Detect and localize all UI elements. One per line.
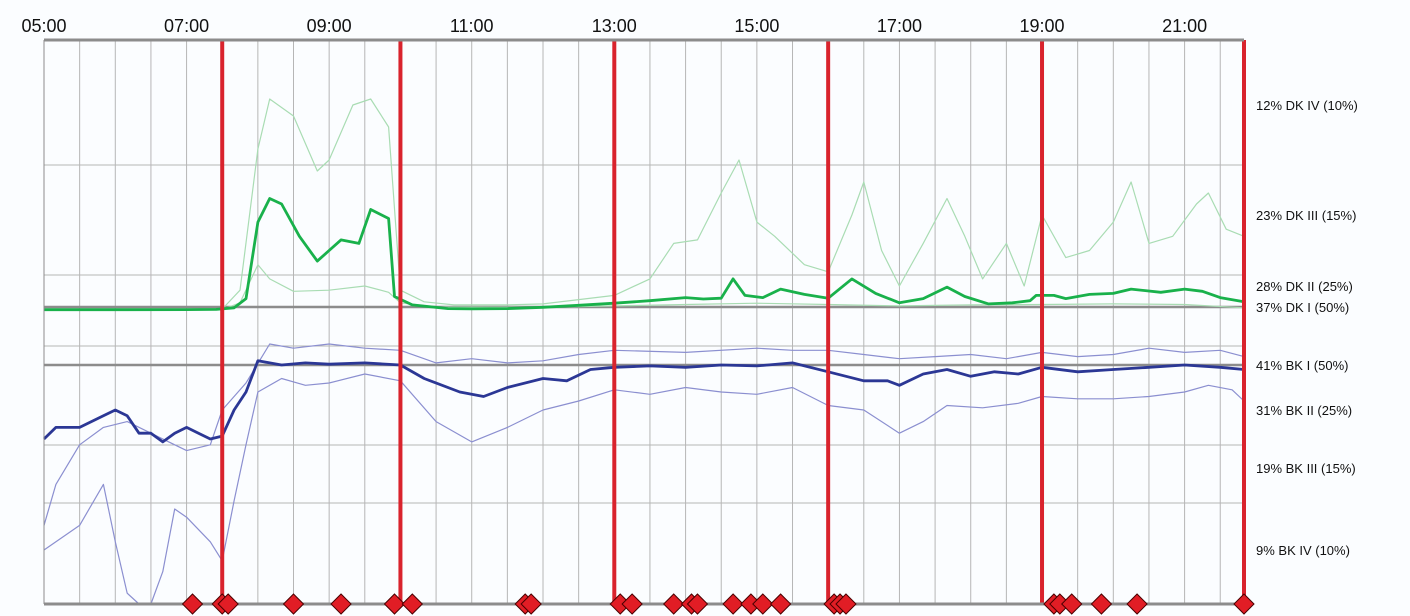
event-marker (769, 593, 792, 615)
event-marker (383, 593, 406, 615)
event-marker (401, 593, 424, 615)
event-marker (835, 593, 857, 615)
event-marker (217, 593, 239, 615)
event-marker (1126, 593, 1148, 615)
x-tick-label: 09:00 (307, 16, 352, 36)
event-marker (330, 593, 352, 615)
series-line (43, 373, 1245, 605)
event-marker (1233, 593, 1255, 615)
series-line (44, 264, 1245, 311)
event-marker (181, 593, 204, 615)
x-tick-label: 19:00 (1019, 16, 1064, 36)
x-tick-label: 13:00 (592, 16, 637, 36)
band-label: 28% DK II (25%) (1256, 279, 1353, 294)
x-tick-label: 21:00 (1162, 16, 1207, 36)
event-marker (752, 593, 774, 615)
event-marker (686, 593, 709, 615)
series-line (44, 98, 1245, 311)
x-tick-label: 17:00 (877, 16, 922, 36)
event-marker (282, 593, 305, 615)
x-tick-label: 07:00 (164, 16, 209, 36)
event-marker (1061, 593, 1083, 615)
x-tick-label: 05:00 (21, 16, 66, 36)
band-label: 12% DK IV (10%) (1256, 98, 1358, 113)
band-label: 37% DK I (50%) (1256, 300, 1349, 315)
series-line (43, 343, 1245, 526)
band-label: 19% BK III (15%) (1256, 461, 1356, 476)
event-marker (722, 593, 744, 615)
band-label: 31% BK II (25%) (1256, 403, 1352, 418)
event-marker (520, 593, 542, 615)
series-line (43, 359, 1245, 444)
band-label: 23% DK III (15%) (1256, 208, 1356, 223)
event-marker (621, 593, 643, 615)
series-line (44, 197, 1245, 312)
event-marker (662, 593, 685, 615)
x-tick-label: 15:00 (734, 16, 779, 36)
x-tick-label: 11:00 (450, 16, 494, 36)
band-label: 9% BK IV (10%) (1256, 543, 1350, 558)
band-label: 41% BK I (50%) (1256, 358, 1349, 373)
event-marker (1090, 593, 1113, 615)
